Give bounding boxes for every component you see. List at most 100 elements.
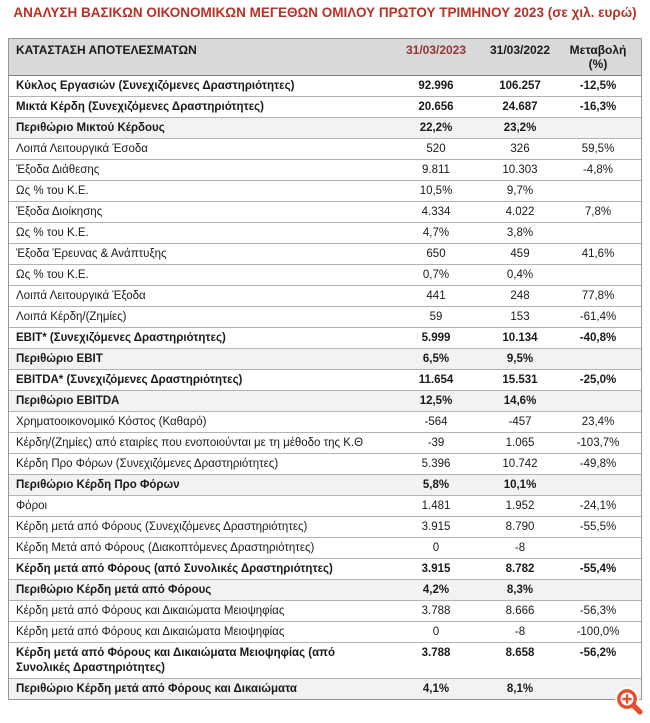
row-change: -55,5% — [579, 521, 617, 533]
row-value-2023: 1.481 — [421, 500, 451, 512]
row-value-2022: 0,4% — [506, 269, 534, 281]
row-value-2023: -39 — [427, 437, 445, 449]
row-change — [559, 391, 641, 411]
table-header: ΚΑΤΑΣΤΑΣΗ ΑΠΟΤΕΛΕΣΜΑΤΩΝ 31/03/2023 31/03… — [9, 39, 641, 76]
row-value-2023: 0 — [432, 542, 440, 554]
row-label: Ως % του Κ.Ε. — [16, 269, 89, 281]
row-value-2023: 10,5% — [419, 185, 453, 197]
row-label: Έξοδα Διάθεσης — [16, 164, 100, 176]
row-label: Λοιπά Λειτουργικά Έσοδα — [16, 143, 148, 155]
table-row: Κέρδη μετά από Φόρους και Δικαιώματα Μει… — [9, 601, 641, 622]
table-row: Λοιπά Κέρδη/(Ζημίες) 59 153 -61,4% — [9, 307, 641, 328]
row-value-2023: 4,1% — [422, 683, 450, 695]
row-change: -40,8% — [579, 332, 617, 344]
row-change — [559, 181, 641, 201]
row-change — [559, 580, 641, 600]
table-row: Ως % του Κ.Ε. 0,7% 0,4% — [9, 265, 641, 286]
row-label: Ως % του Κ.Ε. — [16, 227, 89, 239]
row-label: Περιθώριο Κέρδη μετά από Φόρους και Δικα… — [16, 683, 297, 695]
row-value-2022: 153 — [510, 311, 530, 323]
row-value-2023: 12,5% — [419, 395, 453, 407]
row-label: EBIT* (Συνεχιζόμενες Δραστηριότητες) — [16, 332, 226, 344]
row-value-2022: 3,8% — [506, 227, 534, 239]
table-row: Κέρδη Μετά από Φόρους (Διακοπτόμενες Δρα… — [9, 538, 641, 559]
row-value-2022: 23,2% — [503, 122, 537, 134]
row-change: -56,2% — [579, 647, 617, 659]
row-change — [559, 475, 641, 495]
header-change-word: Μεταβολή — [569, 43, 627, 57]
row-value-2022: -457 — [508, 416, 532, 428]
table-row: EBITDA* (Συνεχιζόμενες Δραστηριότητες) 1… — [9, 370, 641, 391]
row-change: 23,4% — [581, 416, 615, 428]
row-value-2023: 6,5% — [422, 353, 450, 365]
header-statement-label: ΚΑΤΑΣΤΑΣΗ ΑΠΟΤΕΛΕΣΜΑΤΩΝ — [16, 43, 197, 57]
row-value-2022: 106.257 — [499, 80, 541, 92]
row-value-2023: 4.334 — [421, 206, 451, 218]
row-label: Χρηματοοικονομικό Κόστος (Καθαρό) — [16, 416, 207, 428]
row-value-2023: -564 — [424, 416, 448, 428]
row-label: Κέρδη/(Ζημίες) από εταιρίες που ενοποιού… — [16, 437, 364, 449]
zoom-in-icon[interactable] — [614, 686, 645, 717]
row-label: Κέρδη Μετά από Φόρους (Διακοπτόμενες Δρα… — [16, 542, 315, 554]
table-row: Έξοδα Διοίκησης 4.334 4.022 7,8% — [9, 202, 641, 223]
row-label: Κέρδη μετά από Φόρους και Δικαιώματα Μει… — [16, 605, 285, 617]
row-value-2023: 92.996 — [418, 80, 454, 92]
row-change — [559, 118, 641, 138]
table-row: Έξοδα Διάθεσης 9.811 10.303 -4,8% — [9, 160, 641, 181]
row-label: Μικτά Κέρδη (Συνεχιζόμενες Δραστηριότητε… — [16, 101, 264, 113]
row-change: -100,0% — [576, 626, 620, 638]
row-change — [559, 223, 641, 243]
table-row: Κέρδη Προ Φόρων (Συνεχιζόμενες Δραστηριό… — [9, 454, 641, 475]
row-value-2023: 441 — [426, 290, 446, 302]
table-row: Λοιπά Λειτουργικά Έσοδα 520 326 59,5% — [9, 139, 641, 160]
table-body: Κύκλος Εργασιών (Συνεχιζόμενες Δραστηριό… — [9, 76, 641, 699]
table-row: EBIT* (Συνεχιζόμενες Δραστηριότητες) 5.9… — [9, 328, 641, 349]
row-label: Περιθώριο EBIT — [16, 353, 103, 365]
header-col-change: Μεταβολή (%) — [559, 43, 641, 71]
row-value-2022: 459 — [510, 248, 530, 260]
row-value-2022: 9,5% — [506, 353, 534, 365]
row-value-2023: 650 — [426, 248, 446, 260]
row-value-2023: 4,7% — [422, 227, 450, 239]
row-label: Φόροι — [16, 500, 48, 512]
row-label: Έξοδα Διοίκησης — [16, 206, 103, 218]
table-row: Κέρδη μετά από Φόρους (από Συνολικές Δρα… — [9, 559, 641, 580]
row-change: -49,8% — [579, 458, 617, 470]
table-row: Κέρδη/(Ζημίες) από εταιρίες που ενοποιού… — [9, 433, 641, 454]
row-value-2022: 15.531 — [502, 374, 538, 386]
row-value-2023: 9.811 — [422, 164, 450, 176]
row-change: -103,7% — [576, 437, 620, 449]
row-change: 7,8% — [584, 206, 612, 218]
row-change: -4,8% — [582, 164, 614, 176]
row-value-2023: 3.915 — [421, 563, 451, 575]
row-value-2022: 10.303 — [502, 164, 538, 176]
row-value-2022: 326 — [510, 143, 530, 155]
table-row: Περιθώριο EBIT 6,5% 9,5% — [9, 349, 641, 370]
table-row: Κύκλος Εργασιών (Συνεχιζόμενες Δραστηριό… — [9, 76, 641, 97]
table-row: Χρηματοοικονομικό Κόστος (Καθαρό) -564 -… — [9, 412, 641, 433]
row-change: -56,3% — [579, 605, 617, 617]
row-value-2022: 9,7% — [506, 185, 534, 197]
row-value-2022: 8,1% — [506, 683, 534, 695]
row-change: 77,8% — [581, 290, 615, 302]
row-value-2022: 10,1% — [503, 479, 537, 491]
row-value-2023: 3.788 — [421, 647, 451, 659]
row-change — [559, 349, 641, 369]
row-value-2022: 8.790 — [505, 521, 535, 533]
row-value-2023: 22,2% — [419, 122, 453, 134]
table-row: Μικτά Κέρδη (Συνεχιζόμενες Δραστηριότητε… — [9, 97, 641, 118]
header-change-percent: (%) — [588, 57, 608, 71]
row-value-2022: 8,3% — [506, 584, 534, 596]
row-value-2023: 0 — [432, 626, 440, 638]
table-row: Περιθώριο EBITDA 12,5% 14,6% — [9, 391, 641, 412]
row-label: Λοιπά Λειτουργικά Έξοδα — [16, 290, 146, 302]
row-label: Περιθώριο Μικτού Κέρδους — [16, 122, 165, 134]
row-change: -12,5% — [579, 80, 617, 92]
table-row: Ως % του Κ.Ε. 10,5% 9,7% — [9, 181, 641, 202]
table-row: Περιθώριο Μικτού Κέρδους 22,2% 23,2% — [9, 118, 641, 139]
row-value-2023: 11.654 — [418, 374, 454, 386]
row-label: Περιθώριο Κέρδη μετά από Φόρους — [16, 584, 212, 596]
row-value-2022: 10.742 — [502, 458, 538, 470]
row-change: 41,6% — [581, 248, 615, 260]
